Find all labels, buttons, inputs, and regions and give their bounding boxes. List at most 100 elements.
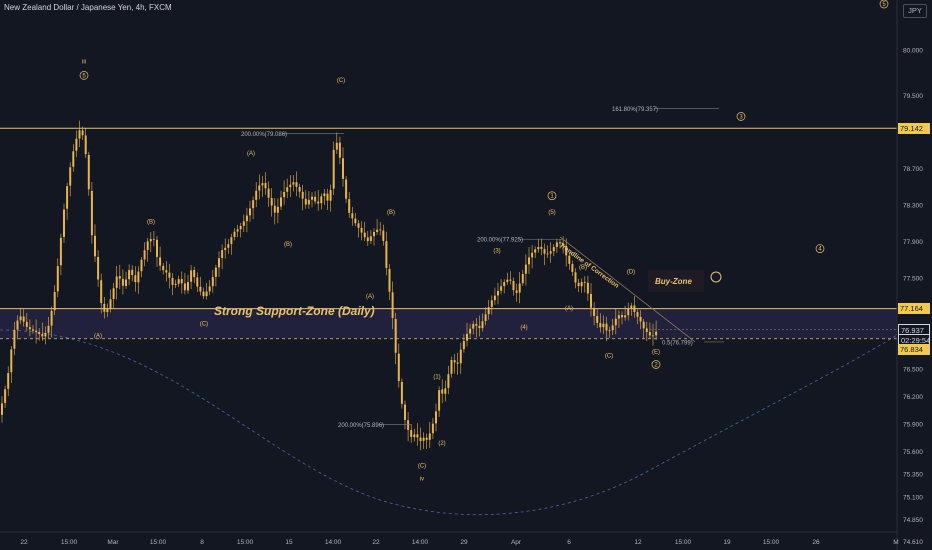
x-tick-label: 15	[285, 539, 293, 546]
candle	[555, 242, 558, 247]
candle	[338, 142, 341, 158]
candle	[50, 310, 53, 326]
candle	[400, 381, 403, 404]
wave-label-circle	[547, 191, 557, 201]
candle	[385, 241, 388, 268]
candle	[314, 196, 317, 202]
x-tick-label: 29	[460, 539, 468, 546]
candle	[645, 328, 648, 332]
candle	[218, 258, 220, 268]
candle	[602, 323, 605, 328]
candle	[382, 230, 385, 241]
candle	[25, 321, 28, 327]
candle	[84, 135, 87, 155]
candle	[90, 190, 93, 236]
candle	[140, 259, 143, 272]
wave-label: (B)	[387, 210, 395, 216]
candle	[652, 335, 654, 337]
candle	[273, 205, 276, 213]
candle	[196, 277, 199, 287]
y-tick-label: 76.200	[903, 394, 923, 401]
candle	[593, 308, 596, 316]
wave-label: (B)	[284, 242, 292, 248]
candle	[546, 253, 549, 255]
candle	[298, 186, 301, 192]
candle	[444, 388, 447, 394]
candle	[19, 316, 22, 321]
wave-label: (4)	[520, 325, 527, 331]
candle	[630, 305, 633, 310]
wave-label: (C)	[200, 321, 208, 327]
candle	[283, 191, 286, 198]
wave-label: (A)	[247, 151, 255, 157]
x-tick-label: M	[893, 539, 898, 546]
candle	[258, 185, 261, 191]
candle	[7, 373, 10, 389]
candle	[447, 374, 450, 388]
wave-label: (D)	[627, 269, 635, 275]
wave-label-circle	[815, 244, 825, 253]
wave-label: (A)	[366, 294, 374, 300]
wave-label: iii	[82, 60, 86, 66]
wave-label-circle	[736, 112, 746, 121]
candle	[642, 321, 645, 329]
candle	[168, 272, 171, 278]
candle	[648, 332, 651, 336]
candle	[211, 277, 214, 287]
candle	[72, 151, 75, 167]
candle	[329, 189, 332, 201]
candle	[10, 349, 13, 373]
y-tick-label: 74.850	[903, 517, 923, 524]
candle	[503, 282, 506, 287]
wave-label: (C)	[418, 464, 426, 470]
wave-labels-layer: 200.00%(79.086) 200.00%(77.925) 200.00%(75…	[79, 0, 889, 482]
candle	[512, 281, 515, 291]
candle	[100, 280, 103, 304]
candle	[410, 430, 413, 437]
candle	[208, 286, 211, 292]
candle	[97, 257, 100, 280]
wave-label: 2	[654, 362, 658, 368]
candle	[611, 325, 614, 331]
candle	[190, 270, 193, 282]
candle	[360, 227, 363, 233]
buy-zone-icon	[710, 271, 722, 283]
candle	[1, 403, 3, 415]
candle	[580, 282, 583, 287]
candle	[608, 330, 611, 332]
candle	[655, 331, 658, 336]
y-tick-label: 75.600	[903, 449, 923, 456]
y-tick-label: 78.300	[903, 203, 923, 210]
candle	[112, 288, 115, 299]
candle	[335, 142, 338, 150]
candle	[180, 279, 183, 284]
candle	[438, 390, 441, 411]
candle	[118, 276, 121, 279]
candle	[109, 299, 112, 309]
candle	[487, 307, 490, 315]
wave-label: (B)	[579, 265, 587, 271]
support-zone-label: Strong Support-Zone (Daily)	[214, 304, 375, 318]
candle	[366, 237, 369, 242]
candle	[149, 239, 152, 242]
candle	[472, 324, 475, 329]
wave-label: (5)	[548, 210, 555, 216]
cycle-curve	[0, 329, 898, 516]
candle	[301, 191, 304, 199]
candle	[13, 329, 16, 349]
candle	[187, 282, 189, 291]
wave-label: 4	[818, 247, 822, 253]
currency-badge[interactable]: JPY	[903, 4, 927, 18]
candle	[521, 274, 524, 284]
candle	[304, 198, 307, 205]
y-tick-label: 77.500	[903, 276, 923, 283]
wave-label-circle	[79, 71, 89, 80]
x-tick-label: Mar	[107, 539, 119, 546]
candle	[69, 167, 72, 186]
candle	[183, 283, 186, 291]
candle	[348, 199, 351, 213]
candle	[128, 270, 131, 280]
candle	[388, 268, 391, 292]
wave-label: 1	[550, 194, 554, 200]
